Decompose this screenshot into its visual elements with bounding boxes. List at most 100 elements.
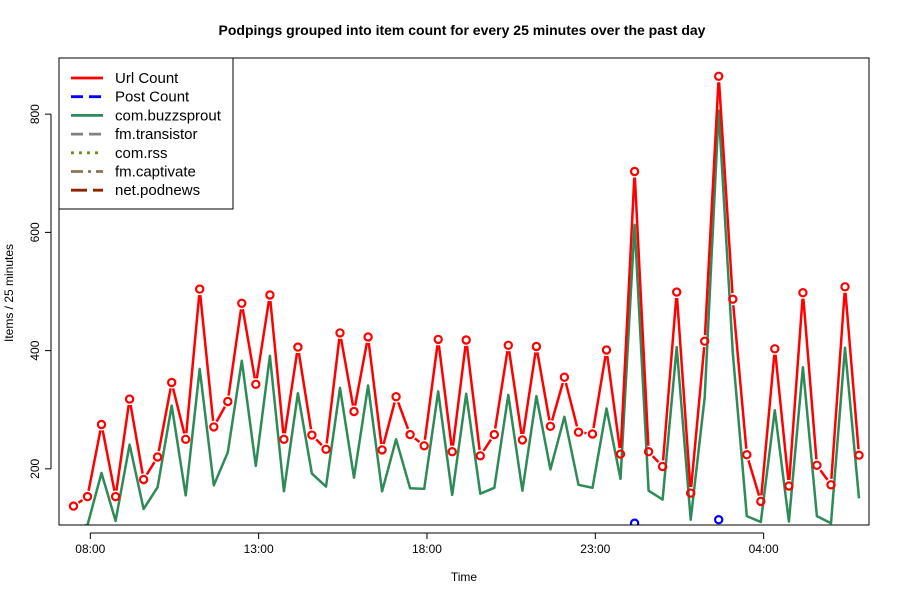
- series-segment-url-count: [732, 305, 748, 449]
- chart-title: Podpings grouped into item count for eve…: [219, 22, 706, 38]
- series-segment-url-count: [760, 354, 776, 496]
- series-segment-url-count: [747, 460, 761, 496]
- series-segment-url-count: [325, 338, 341, 444]
- series-group: [68, 71, 864, 525]
- y-tick-label: 800: [28, 104, 42, 124]
- data-point-url-count: [349, 406, 359, 417]
- series-segment-url-count: [297, 352, 313, 430]
- series-segment-url-count: [606, 355, 621, 449]
- series-segment-url-count: [689, 346, 706, 488]
- data-point-url-count: [728, 294, 738, 304]
- data-point-url-count: [166, 377, 177, 388]
- data-point-url-count: [770, 344, 780, 354]
- data-point-url-count: [854, 450, 864, 460]
- series-segment-url-count: [536, 352, 551, 421]
- series-segment-url-count: [521, 352, 537, 435]
- plot-area: [68, 71, 864, 525]
- data-point-url-count: [209, 422, 219, 432]
- series-segment-url-count: [830, 292, 846, 479]
- data-point-url-count: [475, 451, 485, 461]
- data-point-url-count: [587, 429, 598, 439]
- data-point-post-count: [629, 518, 640, 525]
- series-segment-url-count: [619, 177, 636, 449]
- data-point-url-count: [686, 488, 696, 498]
- data-point-url-count: [321, 444, 331, 454]
- data-point-url-count: [110, 491, 121, 502]
- data-point-url-count: [812, 460, 822, 470]
- data-point-url-count: [279, 434, 289, 444]
- series-segment-url-count: [339, 338, 355, 406]
- legend-label: net.podnews: [115, 182, 200, 199]
- series-segment-url-count: [255, 300, 271, 379]
- series-segment-url-count: [564, 382, 579, 427]
- series-segment-url-count: [145, 461, 156, 476]
- series-segment-url-count: [507, 351, 523, 435]
- data-point-url-count: [489, 429, 499, 440]
- data-point-url-count: [531, 341, 542, 352]
- data-point-url-count: [756, 496, 766, 507]
- y-axis-label: Items / 25 minutes: [2, 244, 16, 342]
- data-point-url-count: [615, 449, 626, 459]
- series-segment-url-count: [774, 354, 790, 481]
- data-point-url-count: [82, 491, 93, 502]
- legend-box: [58, 57, 234, 210]
- series-segment-url-count: [451, 345, 467, 446]
- data-point-url-count: [68, 501, 79, 511]
- data-point-url-count: [573, 427, 584, 437]
- data-point-url-count: [742, 450, 752, 460]
- data-point-url-count: [503, 340, 513, 350]
- data-point-url-count: [517, 435, 528, 445]
- data-point-url-count: [377, 445, 387, 455]
- legend-label: fm.transistor: [115, 126, 198, 143]
- data-point-url-count: [391, 392, 401, 402]
- data-point-url-count: [629, 166, 640, 177]
- x-tick-label: 08:00: [75, 542, 105, 556]
- series-segment-url-count: [269, 300, 285, 434]
- x-axis-label: Time: [451, 570, 478, 584]
- series-segment-url-count: [788, 298, 804, 481]
- data-point-url-count: [223, 396, 233, 407]
- series-segment-url-count: [819, 469, 829, 481]
- data-point-url-count: [138, 474, 149, 485]
- series-segment-url-count: [367, 342, 383, 445]
- data-point-url-count: [714, 71, 724, 82]
- legend-label: Url Count: [115, 70, 179, 87]
- y-tick-label: 600: [28, 222, 42, 242]
- series-segment-url-count: [241, 308, 257, 379]
- data-point-url-count: [672, 287, 682, 297]
- data-point-url-count: [826, 480, 836, 490]
- series-segment-url-count: [157, 388, 172, 452]
- series-segment-url-count: [717, 82, 734, 294]
- series-segment-url-count: [227, 309, 243, 396]
- series-segment-url-count: [844, 292, 860, 450]
- data-point-url-count: [784, 481, 794, 491]
- series-segment-url-count: [283, 352, 299, 434]
- series-segment-url-count: [129, 404, 144, 474]
- legend-label: fm.captivate: [115, 164, 196, 181]
- data-point-url-count: [363, 332, 373, 342]
- data-point-url-count: [840, 282, 850, 292]
- data-point-url-count: [461, 335, 471, 345]
- series-segment-url-count: [199, 294, 215, 422]
- data-point-url-count: [335, 328, 345, 338]
- series-segment-url-count: [414, 437, 421, 443]
- data-point-url-count: [447, 447, 457, 457]
- series-segment-url-count: [77, 498, 84, 504]
- data-point-url-count: [545, 421, 556, 431]
- data-point-url-count: [293, 342, 303, 352]
- legend-label: com.buzzsprout: [115, 107, 222, 124]
- series-segment-url-count: [592, 355, 607, 429]
- data-point-url-count: [152, 452, 163, 462]
- series-segment-url-count: [661, 297, 678, 461]
- series-segment-url-count: [550, 382, 565, 421]
- data-point-url-count: [559, 372, 570, 382]
- series-segment-url-count: [651, 455, 660, 463]
- data-point-url-count: [405, 429, 415, 440]
- y-tick-label: 200: [28, 459, 42, 479]
- data-point-url-count: [419, 441, 429, 451]
- y-tick-label: 400: [28, 340, 42, 360]
- x-tick-label: 23:00: [580, 542, 610, 556]
- series-segment-url-count: [382, 402, 396, 445]
- series-segment-url-count: [633, 177, 650, 446]
